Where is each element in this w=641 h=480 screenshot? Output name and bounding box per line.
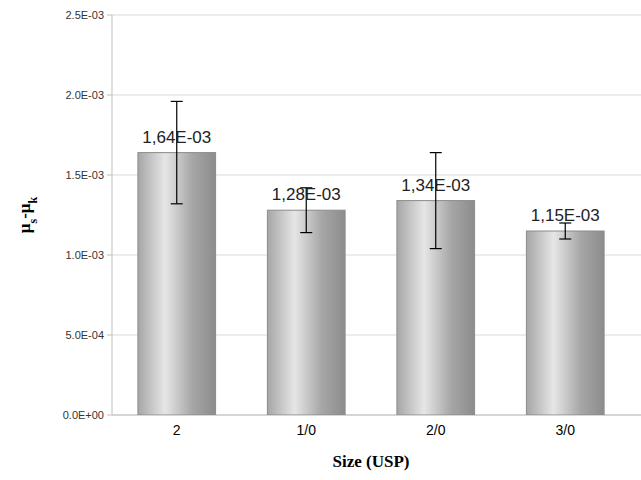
chart: 0.0E+00 5.0E-04 1.0E-03 1.5E-03 2.0E-03 2.5E-… [0,0,641,480]
grid-line [112,15,641,16]
error-bar [559,223,571,239]
y-tick [107,95,112,96]
bar [267,210,345,415]
data-label: 1,15E-03 [531,206,600,225]
y-tick-label: 1.0E-03 [65,249,104,261]
y-tick-label: 5.0E-04 [65,329,104,341]
y-axis [112,15,113,415]
x-axis-title: Size (USP) [333,452,410,471]
data-label: 1,28E-03 [272,185,341,204]
y-tick [107,15,112,16]
y-tick-label: 1.5E-03 [65,169,104,181]
y-tick-label: 0.0E+00 [63,409,104,421]
y-axis-title: μs-μk [15,197,40,234]
y-tick-label: 2.5E-03 [65,9,104,21]
error-bar [430,153,442,249]
data-label: 1,34E-03 [401,176,470,195]
x-tick-label: 1/0 [297,422,317,438]
bar [526,231,604,415]
bars [138,101,604,415]
y-tick [107,415,112,416]
grid-line [112,95,641,96]
y-tick [107,255,112,256]
y-tick [107,175,112,176]
data-label: 1,64E-03 [142,128,211,147]
y-tick [107,335,112,336]
error-bar [171,101,183,203]
x-tick-label: 3/0 [556,422,576,438]
x-tick-label: 2 [173,422,181,438]
x-tick-label: 2/0 [426,422,446,438]
y-tick-label: 2.0E-03 [65,89,104,101]
